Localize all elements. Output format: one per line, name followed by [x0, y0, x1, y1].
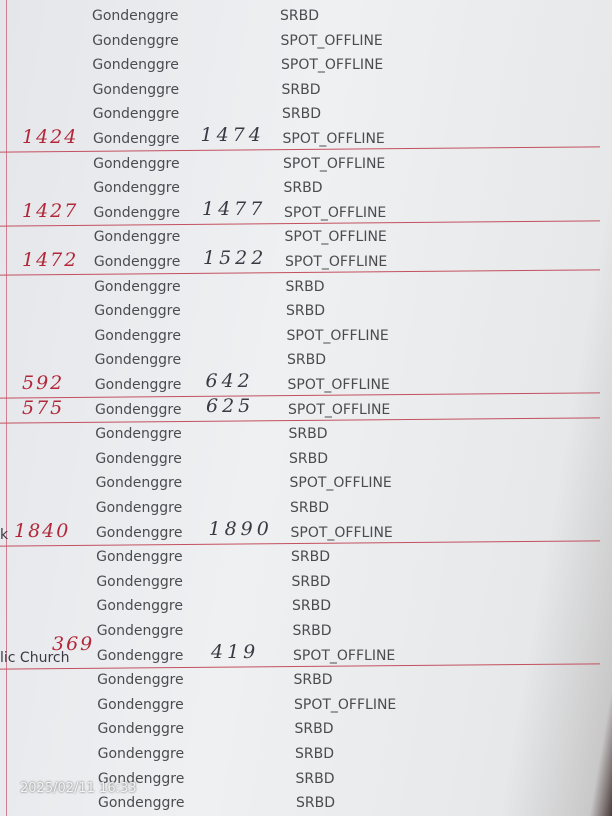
site: Gondenggre: [93, 204, 181, 221]
status: SRBD: [295, 746, 334, 762]
status: SRBD: [287, 352, 326, 369]
handwritten-before: 1427: [22, 199, 79, 222]
site: Gondenggre: [92, 131, 180, 147]
handwritten-before: 1424: [22, 126, 79, 148]
site: Gondenggre: [92, 57, 179, 74]
underline: [0, 146, 600, 153]
site: Gondenggre: [94, 278, 181, 295]
status: SRBD: [294, 721, 334, 738]
site: Gondenggre: [93, 229, 181, 246]
handwritten-before: 592: [22, 372, 65, 394]
site: Gondenggre: [93, 180, 180, 197]
handwritten-after: 419: [211, 640, 260, 663]
site: Gondenggre: [97, 721, 184, 738]
status: SPOT_OFFLINE: [284, 204, 387, 221]
handwritten-after: 1890: [208, 517, 273, 540]
status: SRBD: [296, 795, 335, 812]
site: Gondenggre: [95, 524, 183, 541]
status: SRBD: [286, 303, 325, 320]
handwritten-before: 575: [22, 396, 65, 419]
status: SPOT_OFFLINE: [280, 32, 383, 49]
handwritten-after: 642: [205, 370, 254, 392]
status: SRBD: [290, 500, 329, 516]
site: Gondenggre: [97, 696, 184, 713]
status: SRBD: [293, 672, 333, 689]
status: SPOT_OFFLINE: [287, 377, 390, 393]
site: Gondenggre: [96, 647, 184, 664]
handwritten-before: 1472: [22, 249, 79, 271]
underline: [0, 416, 600, 424]
site: Gondenggre: [95, 401, 182, 418]
place-label: k: [0, 526, 9, 543]
site: Gondenggre: [93, 155, 180, 172]
site: Gondenggre: [96, 623, 184, 639]
handwritten-before: 1840: [14, 519, 71, 542]
site: Gondenggre: [92, 106, 180, 123]
status: SRBD: [285, 278, 325, 295]
site: Gondenggre: [98, 795, 185, 812]
status: SPOT_OFFLINE: [294, 696, 397, 713]
status: SRBD: [283, 180, 323, 197]
handwritten-after: 625: [206, 394, 255, 417]
handwritten-after: 1522: [203, 247, 268, 269]
status: SRBD: [291, 573, 331, 590]
status: SRBD: [280, 8, 319, 24]
site: Gondenggre: [97, 672, 184, 689]
place-label: lic Church: [0, 649, 70, 666]
timestamp: 2025/02/11 16:33: [20, 781, 137, 796]
status: SPOT_OFFLINE: [288, 401, 391, 418]
status: SRBD: [292, 623, 332, 639]
site: Gondenggre: [95, 500, 183, 516]
underline: [0, 662, 600, 670]
status: SRBD: [295, 770, 335, 787]
site: Gondenggre: [93, 254, 181, 270]
site: Gondenggre: [92, 32, 179, 49]
site: Gondenggre: [94, 303, 181, 320]
status: SPOT_OFFLINE: [286, 327, 389, 344]
margin-line: [6, 0, 7, 816]
status: SPOT_OFFLINE: [284, 229, 387, 246]
handwritten-before: 369: [52, 632, 95, 655]
status: SPOT_OFFLINE: [285, 254, 388, 270]
status: SPOT_OFFLINE: [282, 131, 385, 147]
site: Gondenggre: [95, 426, 182, 443]
underline: [0, 269, 600, 276]
status: SRBD: [288, 426, 328, 443]
site: Gondenggre: [96, 549, 183, 566]
status: SPOT_OFFLINE: [289, 475, 392, 492]
site: Gondenggre: [96, 598, 184, 615]
status: SRBD: [281, 81, 321, 98]
status: SPOT_OFFLINE: [283, 155, 386, 172]
underline: [0, 539, 600, 547]
status: SRBD: [282, 106, 321, 123]
status: SRBD: [291, 549, 330, 566]
site: Gondenggre: [92, 8, 179, 24]
status: SRBD: [292, 598, 331, 615]
status: SPOT_OFFLINE: [281, 57, 384, 74]
site: Gondenggre: [97, 746, 185, 762]
site: Gondenggre: [94, 377, 182, 393]
site: Gondenggre: [97, 770, 185, 787]
site: Gondenggre: [94, 327, 181, 344]
handwritten-after: 1477: [202, 197, 267, 220]
underline: [0, 220, 600, 227]
handwritten-after: 1474: [200, 124, 265, 146]
site: Gondenggre: [96, 573, 183, 590]
status: SRBD: [289, 450, 328, 467]
status: SPOT_OFFLINE: [293, 647, 396, 664]
site: Gondenggre: [95, 450, 182, 467]
status: SPOT_OFFLINE: [290, 524, 393, 541]
site: Gondenggre: [95, 475, 183, 492]
underline: [0, 392, 600, 399]
site: Gondenggre: [92, 81, 180, 98]
site: Gondenggre: [94, 352, 182, 369]
